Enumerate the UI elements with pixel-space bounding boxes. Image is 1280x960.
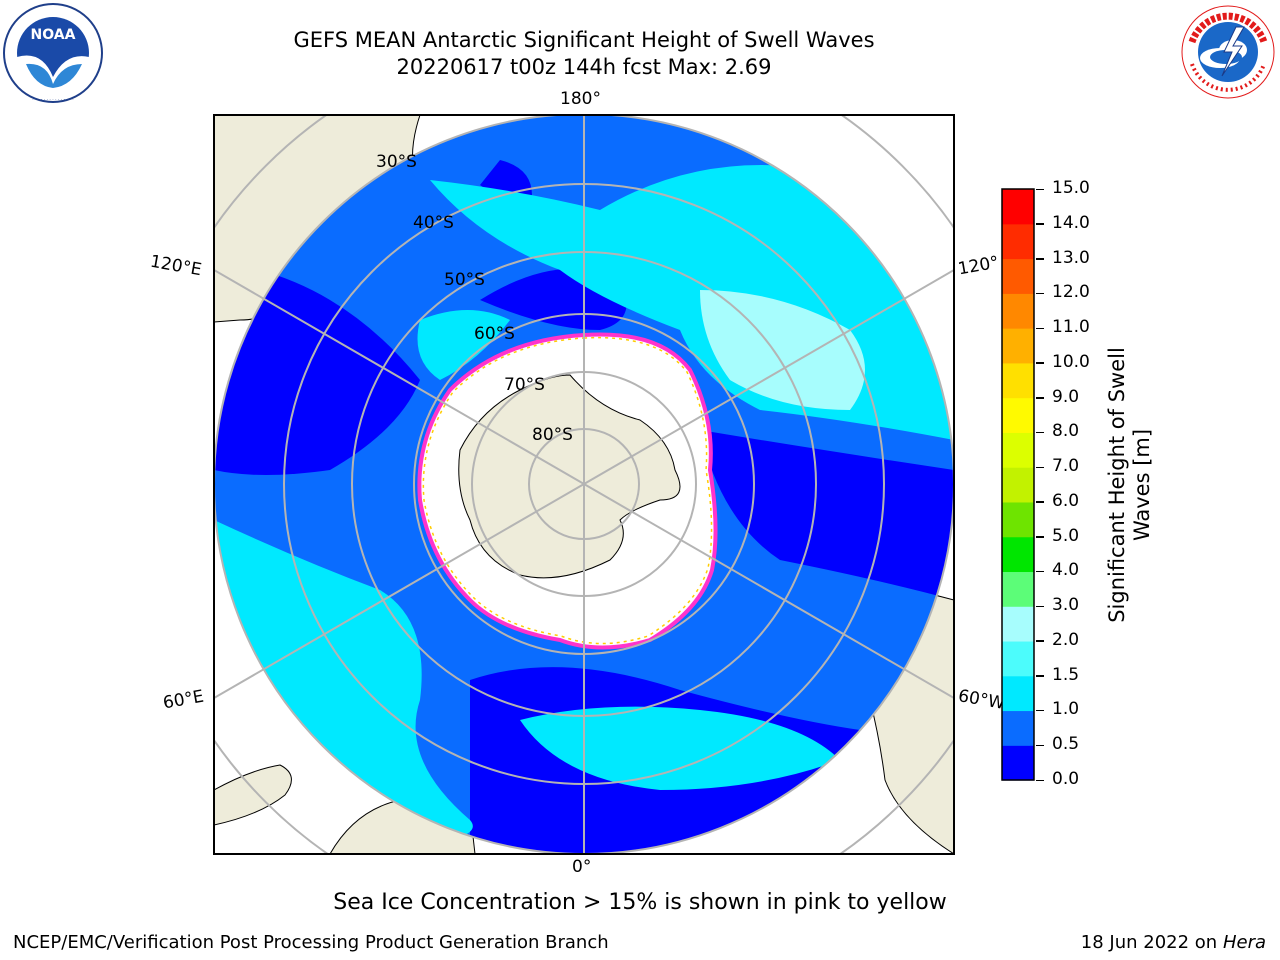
colorbar-tick-label: 15.0 bbox=[1052, 178, 1090, 198]
sea-ice-note: Sea Ice Concentration > 15% is shown in … bbox=[333, 890, 947, 915]
colorbar-swatch bbox=[1002, 501, 1034, 538]
colorbar-tick-label: 0.0 bbox=[1052, 769, 1080, 789]
lat-label-40: 40°S bbox=[413, 213, 454, 233]
colorbar-tick-mark bbox=[1036, 536, 1044, 538]
colorbar-tick-mark bbox=[1036, 675, 1044, 677]
colorbar-tick-mark bbox=[1036, 327, 1044, 330]
colorbar-tick-label: 10.0 bbox=[1052, 351, 1090, 372]
colorbar-tick-label: 8.0 bbox=[1052, 421, 1080, 442]
lon-label-top: 180° bbox=[560, 89, 601, 109]
lat-label-60: 60°S bbox=[474, 324, 515, 344]
colorbar-tick-mark bbox=[1036, 431, 1044, 434]
colorbar-tick-label: 6.0 bbox=[1052, 490, 1080, 511]
colorbar-tick-mark bbox=[1036, 709, 1044, 712]
lat-label-70: 70°S bbox=[504, 375, 545, 395]
colorbar-tick-mark bbox=[1036, 640, 1044, 642]
colorbar-tick-label: 13.0 bbox=[1052, 247, 1090, 268]
colorbar-swatch bbox=[1002, 745, 1034, 781]
svg-text:· · · · · · · · · · · · · · ·: · · · · · · · · · · · · · · · bbox=[32, 98, 73, 103]
colorbar-swatch bbox=[1002, 432, 1034, 468]
footer-date: 18 Jun 2022 on Hera bbox=[1080, 932, 1266, 953]
colorbar-swatch bbox=[1002, 189, 1034, 225]
colorbar-swatch bbox=[1002, 536, 1034, 573]
colorbar-swatch bbox=[1002, 675, 1034, 712]
swell-band-low bbox=[214, 260, 420, 475]
chart-title-line2: 20220617 t00z 144h fcst Max: 2.69 bbox=[396, 55, 772, 79]
colorbar-tick-mark bbox=[1036, 223, 1044, 225]
colorbar-tick-mark bbox=[1036, 779, 1044, 781]
lon-label-bottom: 0° bbox=[572, 857, 592, 877]
colorbar-label: Significant Height of Swell Waves [m] bbox=[1105, 347, 1154, 623]
colorbar-tick-label: 11.0 bbox=[1052, 317, 1090, 338]
colorbar-tick-label: 9.0 bbox=[1052, 386, 1080, 407]
landmass-africa bbox=[214, 764, 292, 826]
footer-branch: NCEP/EMC/Verification Post Processing Pr… bbox=[13, 932, 609, 953]
colorbar-tick-label: 3.0 bbox=[1052, 595, 1080, 616]
lat-label-80: 80°S bbox=[532, 425, 573, 445]
colorbar-tick-label: 14.0 bbox=[1052, 212, 1090, 233]
colorbar-tick-label: 5.0 bbox=[1052, 525, 1080, 546]
colorbar-swatch bbox=[1002, 362, 1034, 399]
colorbar-swatch bbox=[1002, 223, 1034, 260]
lat-label-30: 30°S bbox=[376, 152, 417, 172]
colorbar-tick-mark bbox=[1036, 501, 1044, 503]
colorbar-swatch bbox=[1002, 606, 1034, 642]
colorbar bbox=[1001, 188, 1035, 781]
noaa-logo: NOAA · · · · · · · · · · · · · · · bbox=[2, 2, 104, 104]
colorbar-tick-label: 2.0 bbox=[1052, 629, 1080, 650]
graticule bbox=[214, 115, 954, 854]
colorbar-tick-label: 1.0 bbox=[1052, 699, 1080, 720]
colorbar-swatch bbox=[1002, 258, 1034, 294]
colorbar-tick-mark bbox=[1036, 258, 1044, 260]
colorbar-swatch bbox=[1002, 640, 1034, 677]
map-frame bbox=[213, 114, 955, 855]
nws-logo bbox=[1178, 2, 1278, 102]
svg-text:NOAA: NOAA bbox=[31, 27, 76, 43]
colorbar-swatch bbox=[1002, 571, 1034, 607]
colorbar-swatch bbox=[1002, 710, 1034, 746]
colorbar-tick-label: 1.5 bbox=[1052, 664, 1080, 685]
colorbar-tick-label: 12.0 bbox=[1052, 282, 1090, 303]
colorbar-tick-mark bbox=[1036, 397, 1044, 399]
colorbar-swatch bbox=[1002, 397, 1034, 433]
colorbar-tick-label: 4.0 bbox=[1052, 560, 1080, 581]
colorbar-tick-mark bbox=[1036, 188, 1044, 190]
colorbar-tick-mark bbox=[1036, 466, 1044, 469]
colorbar-tick-label: 7.0 bbox=[1052, 456, 1080, 477]
colorbar-swatch bbox=[1002, 293, 1034, 329]
colorbar-tick-mark bbox=[1036, 605, 1044, 608]
colorbar-tick-label: 0.5 bbox=[1052, 734, 1080, 755]
chart-title-line1: GEFS MEAN Antarctic Significant Height o… bbox=[293, 28, 875, 52]
lat-label-50: 50°S bbox=[444, 270, 485, 290]
colorbar-swatch bbox=[1002, 467, 1034, 503]
colorbar-tick-mark bbox=[1036, 744, 1044, 747]
colorbar-tick-mark bbox=[1036, 570, 1044, 573]
colorbar-swatch bbox=[1002, 328, 1034, 364]
colorbar-tick-mark bbox=[1036, 292, 1044, 295]
colorbar-tick-mark bbox=[1036, 362, 1044, 364]
